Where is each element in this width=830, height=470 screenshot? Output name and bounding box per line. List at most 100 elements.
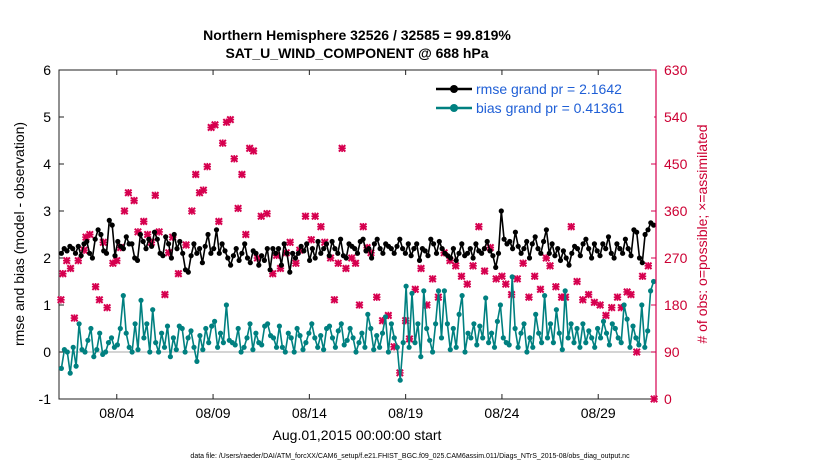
rmse-point xyxy=(377,246,383,252)
bias-point xyxy=(533,311,539,317)
bias-point xyxy=(282,349,288,355)
y-tick-label: 0 xyxy=(43,344,51,360)
rmse-point xyxy=(89,255,95,261)
rmse-point xyxy=(137,231,143,238)
bias-point xyxy=(559,347,565,353)
bias-point xyxy=(365,311,371,317)
rmse-point xyxy=(481,246,487,252)
count-marker xyxy=(124,188,133,197)
bias-point xyxy=(141,335,147,341)
bias-point xyxy=(94,347,100,353)
bias-point xyxy=(424,325,430,332)
count-marker xyxy=(613,293,622,302)
rmse-point xyxy=(493,264,499,270)
chart-subtitle: SAT_U_WIND_COMPONENT @ 688 hPa xyxy=(225,45,488,61)
bias-point xyxy=(350,335,356,341)
bias-point xyxy=(253,330,259,336)
rmse-point xyxy=(436,238,442,245)
bias-point xyxy=(368,325,374,332)
rmse-point xyxy=(70,246,76,252)
bias-point xyxy=(88,325,94,332)
count-marker xyxy=(501,280,510,289)
bias-point xyxy=(315,344,321,350)
bias-point xyxy=(212,318,218,324)
count-marker xyxy=(469,261,477,270)
count-marker xyxy=(338,144,347,153)
bias-point xyxy=(153,340,159,346)
legend-rmse-marker xyxy=(450,85,458,93)
bias-point xyxy=(326,323,333,329)
count-marker xyxy=(214,217,223,226)
bias-point xyxy=(500,335,506,341)
rmse-point xyxy=(651,222,657,228)
bias-point xyxy=(600,318,607,324)
rmse-point xyxy=(213,227,220,233)
bias-point xyxy=(630,323,636,329)
rmse-point xyxy=(103,250,110,256)
legend-rmse-label: rmse grand pr = 2.1642 xyxy=(476,81,622,97)
y2-tick-label: 0 xyxy=(664,391,672,407)
rmse-point xyxy=(450,246,456,252)
rmse-point xyxy=(597,253,603,259)
rmse-point xyxy=(197,246,203,252)
rmse-point xyxy=(273,250,279,256)
bias-point xyxy=(435,288,442,294)
bias-point xyxy=(188,328,194,334)
bias-point xyxy=(627,344,633,350)
y2-axis-label: # of obs: o=possible; ×=assimilated xyxy=(694,124,710,343)
rmse-point xyxy=(560,248,567,254)
counts-assimilated-series xyxy=(57,115,658,403)
rmse-point xyxy=(163,234,169,240)
bias-point xyxy=(203,325,209,332)
rmse-point xyxy=(369,255,375,261)
bias-point xyxy=(562,288,568,294)
count-marker xyxy=(230,154,239,163)
bias-point xyxy=(483,295,489,301)
rmse-point xyxy=(352,246,358,252)
bias-point xyxy=(347,325,353,332)
bias-point xyxy=(97,330,103,336)
rmse-point xyxy=(414,241,420,247)
bias-point xyxy=(506,342,512,348)
bias-point xyxy=(276,323,282,329)
rmse-point xyxy=(171,231,177,238)
bias-point xyxy=(406,344,412,350)
bias-point xyxy=(518,330,524,336)
rmse-point xyxy=(174,246,180,252)
bias-point xyxy=(209,323,215,329)
count-marker xyxy=(463,280,472,289)
rmse-point xyxy=(177,238,183,245)
rmse-point xyxy=(188,253,194,259)
y-tick-label: 2 xyxy=(43,250,51,266)
bias-point xyxy=(580,321,586,327)
bias-point xyxy=(412,340,418,346)
rmse-point xyxy=(194,250,200,256)
rmse-point xyxy=(594,248,600,254)
bias-point xyxy=(509,274,515,280)
rmse-point xyxy=(620,250,626,256)
bias-point xyxy=(480,335,486,341)
bias-point xyxy=(297,333,303,339)
bias-point xyxy=(403,283,409,289)
bias-point xyxy=(447,347,453,353)
rmse-point xyxy=(256,262,262,268)
rmse-point xyxy=(557,257,564,263)
bias-point xyxy=(382,314,389,320)
y2-tick-label: 180 xyxy=(664,297,688,313)
rmse-point xyxy=(123,234,129,240)
bias-point xyxy=(144,321,150,327)
rmse-point xyxy=(408,253,414,259)
bias-point xyxy=(353,349,359,355)
count-marker xyxy=(211,120,219,129)
rmse-point xyxy=(134,257,141,263)
bias-point xyxy=(394,344,400,350)
bias-point xyxy=(636,342,642,348)
count-marker xyxy=(249,147,258,155)
rmse-point xyxy=(120,246,126,252)
rmse-point xyxy=(151,229,158,235)
rmse-point xyxy=(338,236,344,242)
bias-point xyxy=(430,349,436,355)
bias-point xyxy=(453,344,459,350)
rmse-point xyxy=(216,250,222,256)
count-marker xyxy=(226,115,235,124)
